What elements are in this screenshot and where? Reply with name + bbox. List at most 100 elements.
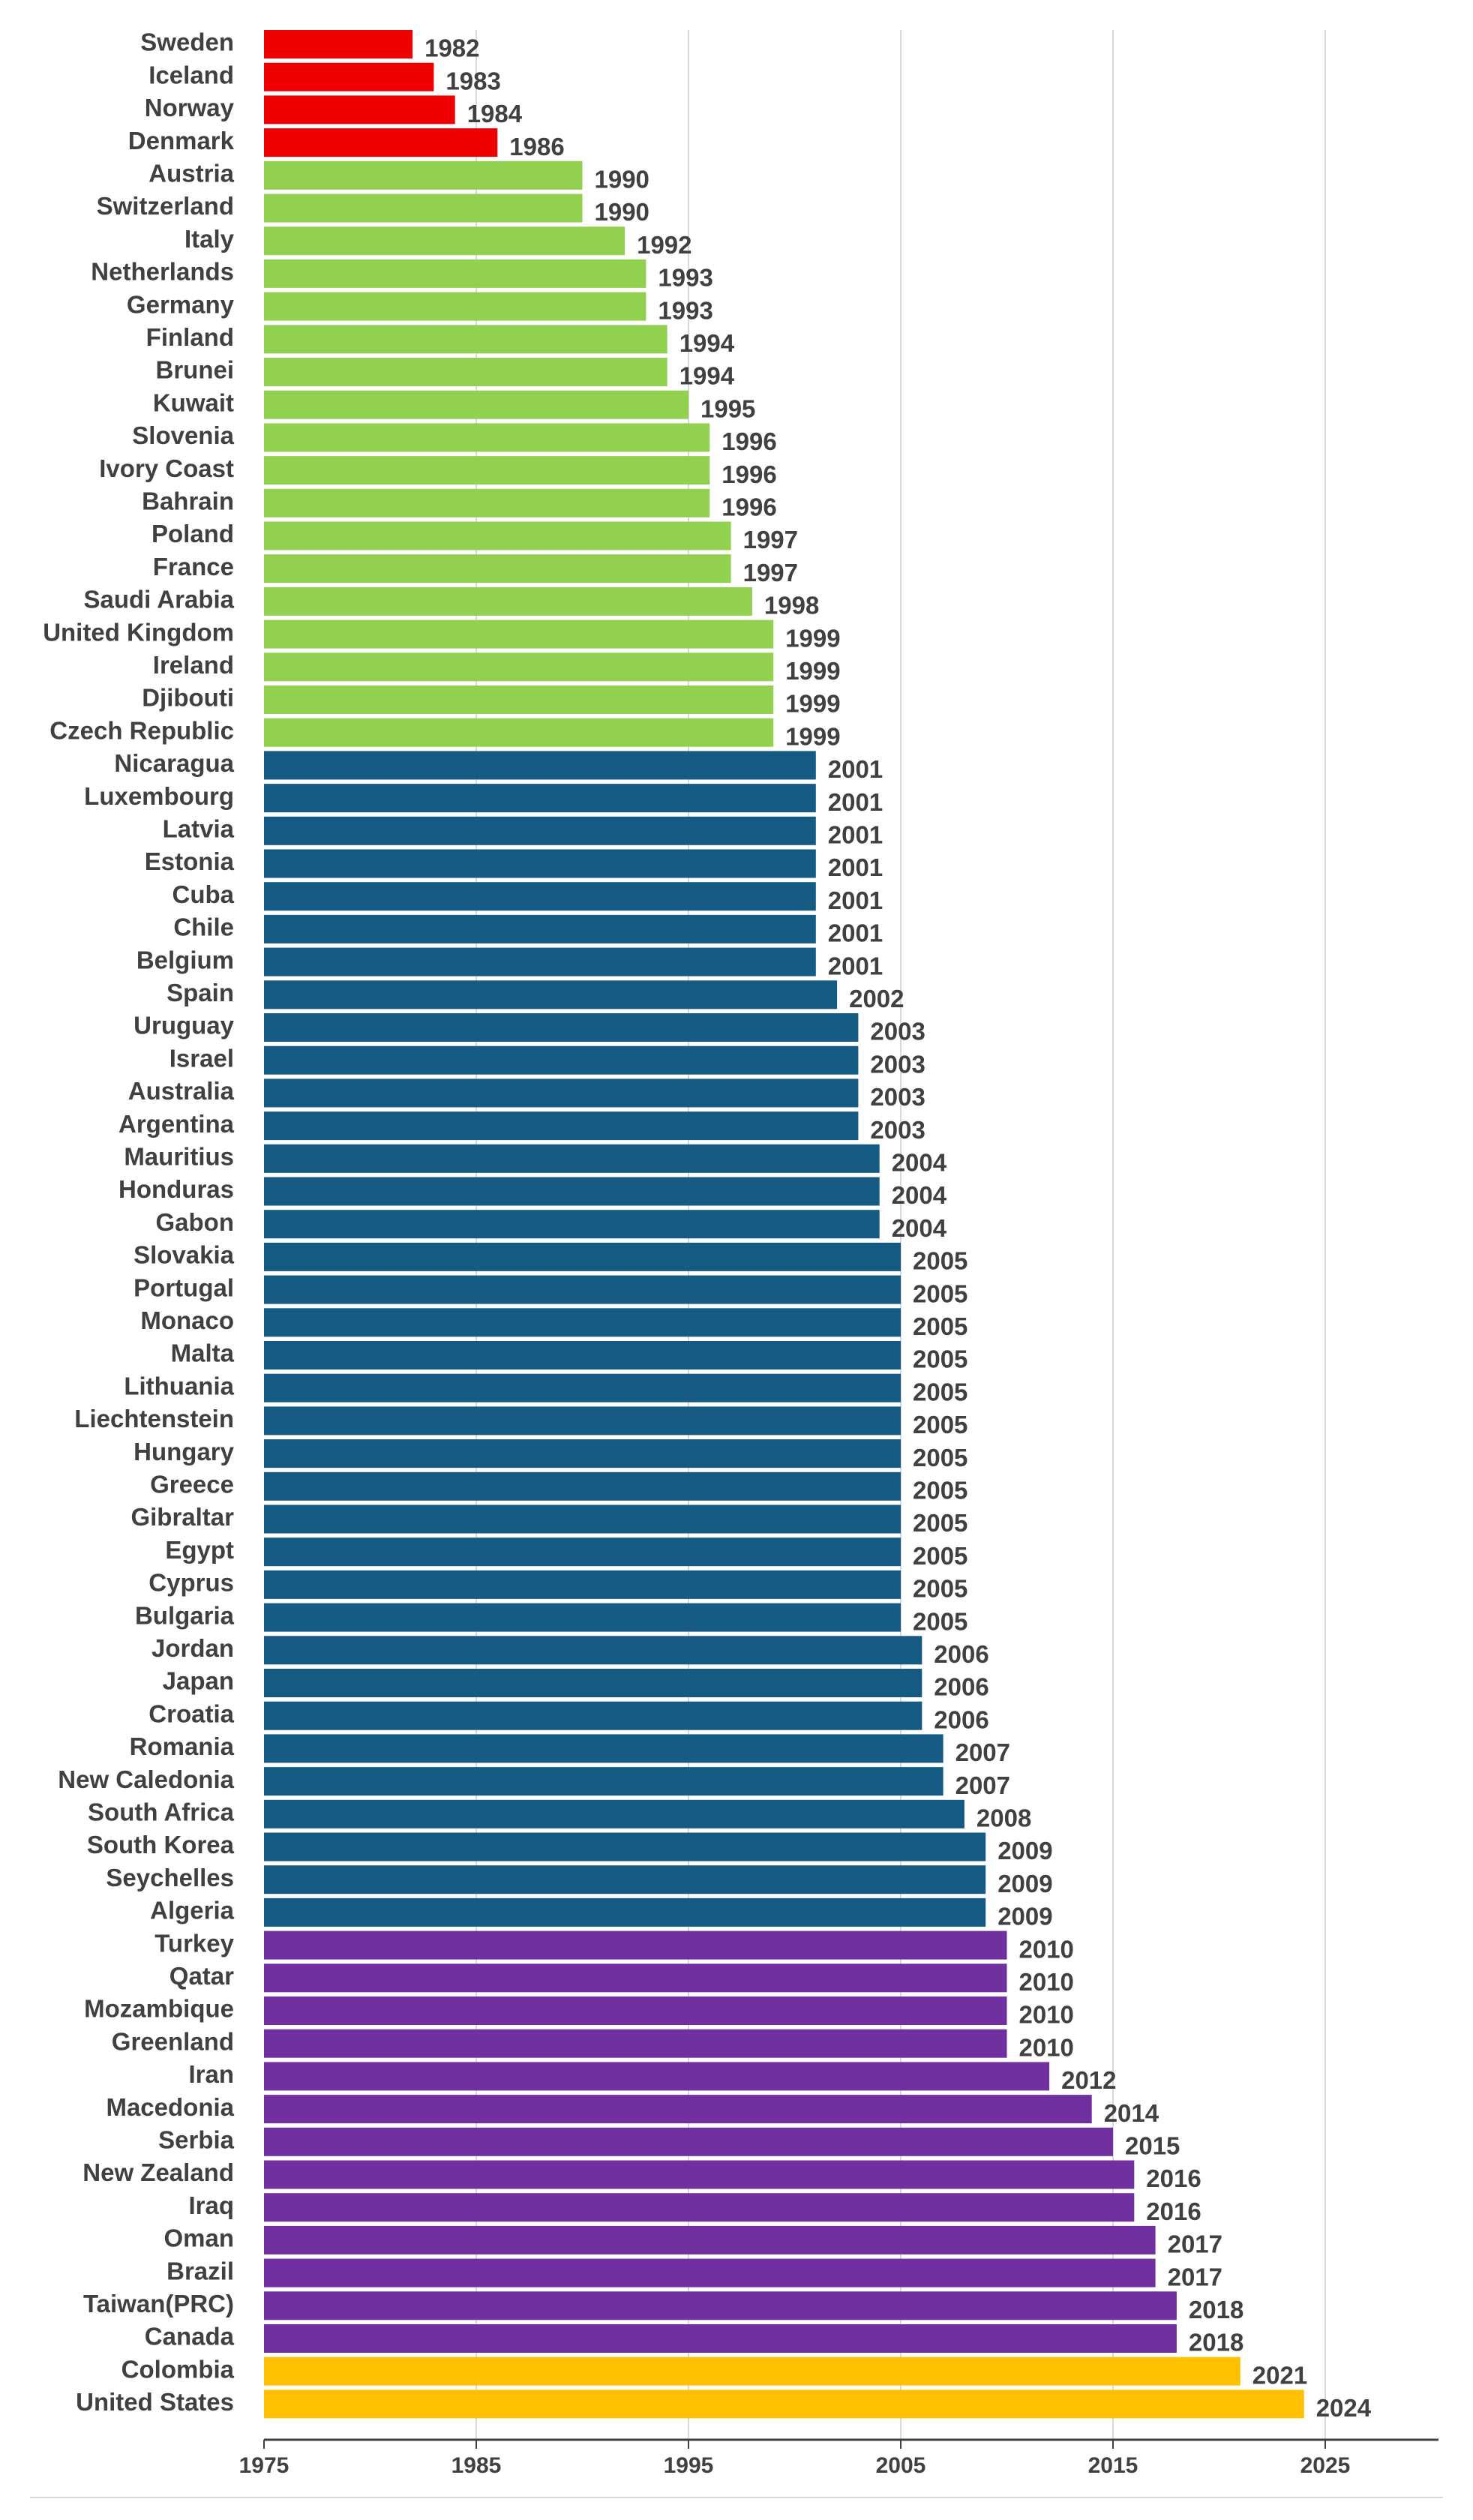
category-label: Monaco: [140, 1306, 234, 1334]
bar: [264, 1701, 922, 1730]
data-label: 1992: [637, 231, 692, 259]
data-label: 1990: [595, 198, 650, 226]
data-label: 2005: [913, 1346, 968, 1373]
bar: [264, 1832, 986, 1862]
category-label: Belgium: [136, 946, 234, 974]
data-label: 1996: [722, 428, 776, 455]
bar: [264, 1406, 901, 1436]
data-label: 2017: [1168, 2230, 1222, 2258]
category-label: United States: [76, 2388, 234, 2416]
category-label: Denmark: [128, 127, 235, 154]
category-label: Poland: [152, 520, 234, 548]
bar: [264, 1046, 859, 1075]
data-label: 2009: [998, 1870, 1052, 1898]
bar: [264, 2225, 1156, 2254]
bar: [264, 882, 816, 911]
category-label: Australia: [128, 1077, 235, 1105]
bar: [264, 292, 646, 321]
data-label: 2001: [828, 854, 883, 881]
bar: [264, 358, 668, 386]
category-label: Seychelles: [106, 1864, 234, 1892]
data-label: 1983: [446, 67, 500, 94]
bar: [264, 1669, 922, 1697]
category-label: Gibraltar: [130, 1503, 234, 1531]
data-label: 2015: [1125, 2132, 1180, 2160]
category-label: Brunei: [155, 356, 234, 384]
category-label: Serbia: [158, 2126, 235, 2154]
category-label: South Korea: [87, 1831, 235, 1858]
bar: [264, 128, 498, 158]
category-label: Hungary: [134, 1438, 235, 1466]
data-label: 1999: [785, 690, 840, 718]
data-label: 2001: [828, 952, 883, 980]
data-label: 1994: [680, 329, 735, 357]
bar: [264, 95, 455, 124]
data-label: 1994: [680, 362, 735, 390]
bar: [264, 1964, 1007, 1993]
data-label: 2006: [934, 1673, 988, 1701]
data-label: 2018: [1189, 2296, 1244, 2324]
data-label: 1986: [509, 133, 564, 160]
data-label: 2006: [934, 1640, 988, 1668]
data-label: 2016: [1146, 2164, 1201, 2192]
category-label: Iceland: [148, 61, 234, 88]
data-label: 2009: [998, 1837, 1052, 1864]
data-label: 2001: [828, 755, 883, 783]
category-label: Liechtenstein: [74, 1405, 234, 1432]
category-label: Italy: [184, 225, 235, 253]
data-label: 2003: [870, 1116, 925, 1144]
bar: [264, 1570, 901, 1599]
category-label: Romania: [130, 1732, 235, 1760]
x-tick-label: 2015: [1088, 2453, 1138, 2478]
bar: [264, 521, 731, 550]
category-label: Germany: [127, 290, 235, 318]
x-axis: 1975 1985 1995 2005 2015 2025: [30, 2438, 1443, 2498]
data-label: 2003: [870, 1018, 925, 1046]
data-label: 2001: [828, 788, 883, 816]
category-label: New Zealand: [82, 2158, 234, 2186]
data-label: 1998: [764, 592, 819, 620]
data-label: 1984: [467, 100, 523, 128]
bar: [264, 718, 774, 747]
bar: [264, 849, 816, 878]
data-label: 2010: [1019, 1935, 1074, 1963]
bar: [264, 1275, 901, 1304]
category-label: Gabon: [156, 1208, 235, 1236]
data-label: 2004: [892, 1214, 947, 1242]
bar: [264, 2095, 1092, 2124]
bar: [264, 226, 626, 256]
data-label: 1997: [743, 559, 798, 586]
category-label: Colombia: [122, 2355, 235, 2383]
bar: [264, 1373, 901, 1402]
bar: [264, 586, 752, 616]
data-label: 2008: [976, 1804, 1031, 1832]
bar: [264, 2291, 1177, 2320]
category-label: Uruguay: [134, 1012, 235, 1040]
category-label: Iraq: [188, 2192, 234, 2219]
bar: [264, 1996, 1007, 2025]
data-label: 2010: [1019, 2001, 1074, 2029]
category-label: Mozambique: [84, 1995, 234, 2023]
category-label: Jordan: [152, 1634, 234, 1662]
category-label: Oman: [164, 2224, 234, 2252]
category-label: Algeria: [150, 1897, 235, 1924]
x-tick-label: 1985: [452, 2453, 502, 2478]
category-label: Latvia: [163, 815, 235, 843]
bar: [264, 2127, 1113, 2156]
data-label: 1999: [785, 722, 840, 750]
bar: [264, 1177, 880, 1206]
bar: [264, 784, 816, 813]
category-label: Luxembourg: [84, 782, 234, 810]
bar: [264, 259, 646, 288]
bar: [264, 1439, 901, 1468]
bar: [264, 62, 434, 92]
category-label: Taiwan(PRC): [83, 2290, 234, 2318]
data-label: 1993: [658, 264, 712, 292]
category-label: Spain: [166, 979, 234, 1006]
category-label: Ivory Coast: [99, 454, 234, 482]
data-label: 1990: [595, 166, 650, 194]
data-label: 2005: [913, 1378, 968, 1406]
data-label: 2005: [913, 1280, 968, 1307]
data-label: 2006: [934, 1706, 988, 1733]
category-label: Iran: [188, 2060, 234, 2088]
